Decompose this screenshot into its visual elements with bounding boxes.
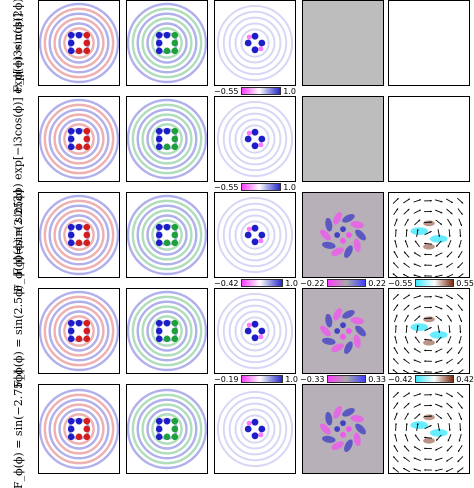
- r4-intensity-panel: [214, 288, 296, 374]
- r2-empty-panel: [388, 96, 470, 182]
- r5-real-red-panel: [38, 384, 120, 474]
- r2-gray-panel: [302, 96, 384, 182]
- r1-real-green-panel: [126, 0, 208, 86]
- intensity-plot: [215, 385, 295, 473]
- r3-vector-panel: [388, 192, 470, 278]
- r3-longitudinal-panel: [302, 192, 384, 278]
- r4-real-green-panel: [126, 288, 208, 374]
- field-plot: [39, 97, 119, 181]
- vector-field-plot: [389, 193, 469, 277]
- field-plot: [127, 289, 207, 373]
- row-label-5: F_ϕ(ϕ) = sin(−2.75ϕ): [0, 384, 36, 474]
- r1-intensity-panel: [214, 0, 296, 86]
- field-plot: [39, 1, 119, 85]
- field-plot: [127, 1, 207, 85]
- r1-gray-panel: [302, 0, 384, 86]
- r5-vector-panel: [388, 384, 470, 474]
- intensity-plot: [215, 97, 295, 181]
- r1-real-red-panel: [38, 0, 120, 86]
- vector-field-plot: [389, 385, 469, 473]
- row-label-3: F_ϕ(ϕ)=sin(2.25ϕ): [0, 192, 36, 288]
- r2-real-red-panel: [38, 96, 120, 182]
- longitudinal-plot: [303, 193, 383, 277]
- r3-real-green-panel: [126, 192, 208, 278]
- intensity-plot: [215, 193, 295, 277]
- intensity-plot: [215, 1, 295, 85]
- r4-longitudinal-panel: [302, 288, 384, 374]
- field-plot: [39, 289, 119, 373]
- row-label-2: F_ϕ(ϕ) = sin(2ϕ) exp[−i3cos(ϕ)] exp[−i3s…: [0, 96, 36, 192]
- r2-real-green-panel: [126, 96, 208, 182]
- field-plot: [127, 385, 207, 473]
- r3-real-red-panel: [38, 192, 120, 278]
- r2-intensity-panel: [214, 96, 296, 182]
- r5-real-green-panel: [126, 384, 208, 474]
- r5-longitudinal-panel: [302, 384, 384, 474]
- r4-real-red-panel: [38, 288, 120, 374]
- longitudinal-plot: [303, 385, 383, 473]
- field-plot: [39, 193, 119, 277]
- field-plot: [127, 193, 207, 277]
- r5-intensity-panel: [214, 384, 296, 474]
- field-plot: [127, 97, 207, 181]
- vector-field-plot: [389, 289, 469, 373]
- r3-intensity-panel: [214, 192, 296, 278]
- longitudinal-plot: [303, 289, 383, 373]
- intensity-plot: [215, 289, 295, 373]
- field-plot: [39, 385, 119, 473]
- r1-empty-panel: [388, 0, 470, 86]
- r4-vector-panel: [388, 288, 470, 374]
